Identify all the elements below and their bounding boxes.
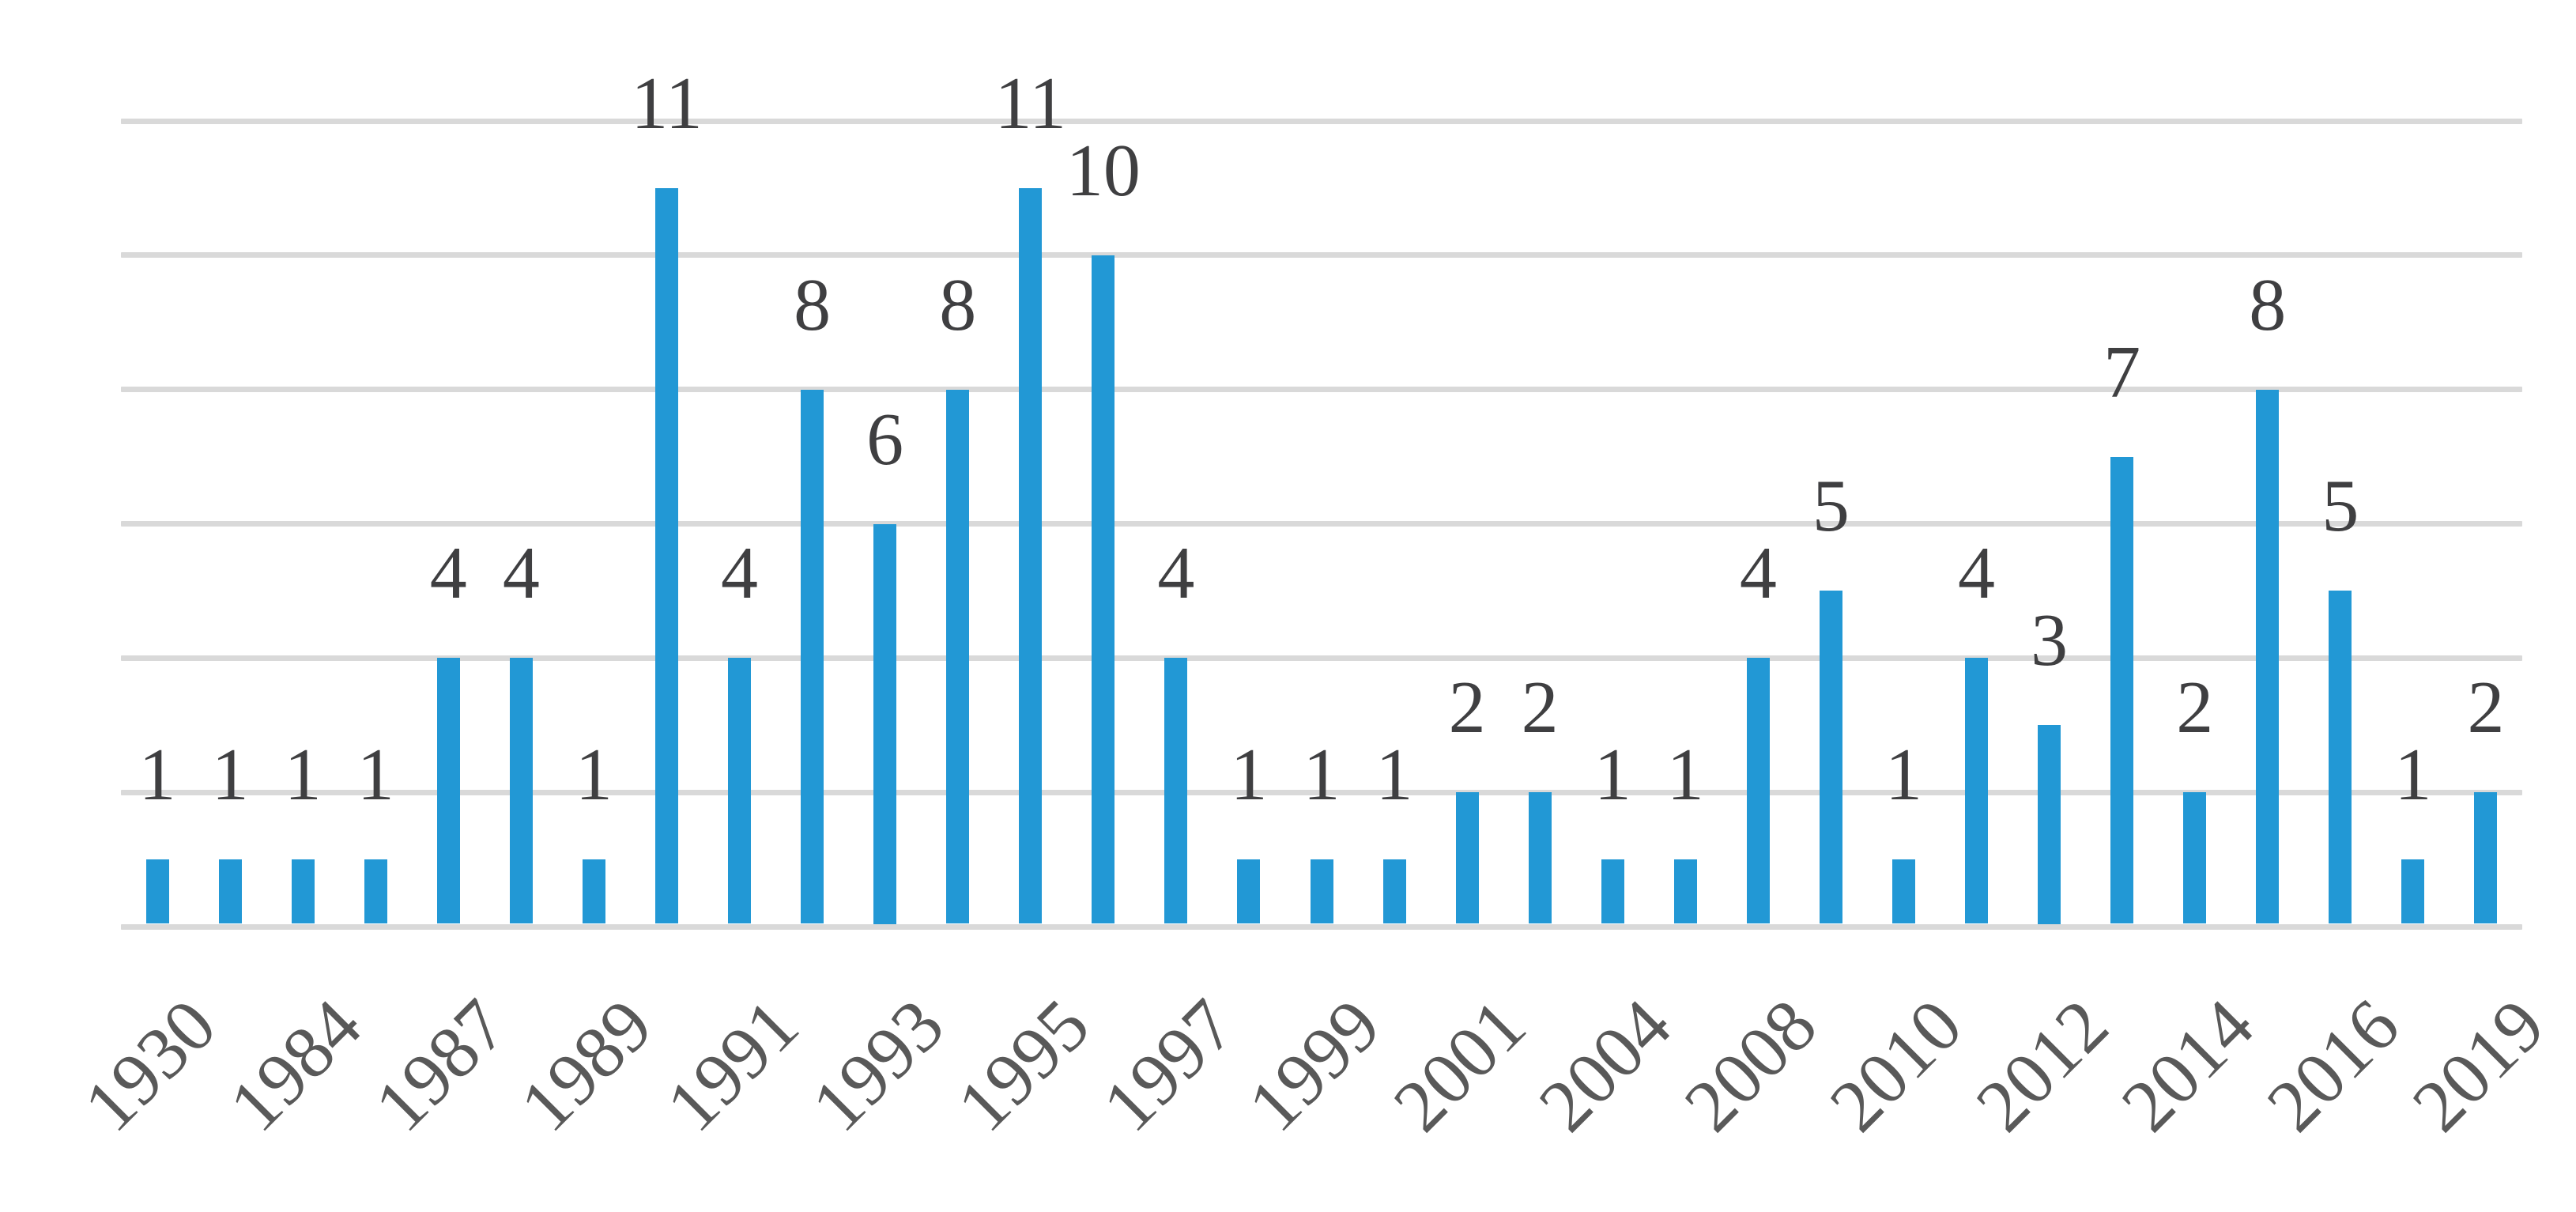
data-label: 1 bbox=[1230, 734, 1268, 817]
x-axis-tick-label: 1984 bbox=[213, 984, 378, 1147]
bar bbox=[1746, 658, 1770, 924]
x-axis-tick-label: 2014 bbox=[2106, 984, 2269, 1147]
data-label: 4 bbox=[429, 532, 467, 615]
bar bbox=[2038, 725, 2061, 924]
bar bbox=[1601, 859, 1624, 924]
bar bbox=[728, 658, 751, 924]
x-axis-tick-label: 2004 bbox=[1523, 984, 1688, 1147]
data-label: 1 bbox=[1666, 734, 1704, 817]
bar bbox=[582, 859, 605, 924]
data-label: 1 bbox=[1375, 734, 1413, 817]
data-label: 1 bbox=[211, 734, 249, 817]
bar bbox=[364, 859, 387, 924]
data-label: 7 bbox=[2103, 330, 2141, 413]
gridline bbox=[121, 387, 2522, 393]
gridline bbox=[121, 252, 2522, 259]
x-axis-line bbox=[121, 923, 2522, 930]
bar bbox=[946, 389, 970, 924]
data-label: 1 bbox=[575, 734, 613, 817]
data-label: 4 bbox=[721, 532, 758, 615]
data-label: 2 bbox=[1448, 666, 1486, 749]
bar bbox=[2474, 792, 2498, 924]
data-label: 11 bbox=[994, 62, 1066, 145]
data-label: 8 bbox=[939, 263, 977, 346]
x-axis-tick-label: 2001 bbox=[1378, 984, 1542, 1147]
bar bbox=[1965, 658, 1989, 924]
data-label: 10 bbox=[1065, 129, 1141, 212]
data-label: 4 bbox=[1739, 532, 1777, 615]
x-axis-tick-label: 2019 bbox=[2397, 984, 2560, 1147]
data-label: 1 bbox=[2394, 734, 2432, 817]
bar bbox=[509, 658, 533, 924]
bar bbox=[1528, 792, 1552, 924]
bar bbox=[1891, 859, 1915, 924]
data-label: 8 bbox=[2249, 263, 2287, 346]
x-axis-tick-label: 1987 bbox=[359, 984, 523, 1147]
bar bbox=[218, 859, 242, 924]
data-label: 5 bbox=[1812, 465, 1850, 548]
data-label: 1 bbox=[284, 734, 322, 817]
bar bbox=[873, 523, 897, 924]
x-axis-tick-label: 1993 bbox=[796, 984, 960, 1147]
gridline bbox=[121, 789, 2522, 795]
bar bbox=[145, 859, 169, 924]
data-label: 1 bbox=[356, 734, 394, 817]
bar bbox=[1382, 859, 1406, 924]
x-axis-tick-label: 1989 bbox=[504, 984, 669, 1147]
data-label: 11 bbox=[631, 62, 703, 145]
data-label: 3 bbox=[2031, 599, 2069, 682]
x-axis-tick-label: 1997 bbox=[1087, 984, 1250, 1147]
bar bbox=[1164, 658, 1188, 924]
bar bbox=[1455, 792, 1479, 924]
x-axis-tick-label: 1999 bbox=[1232, 984, 1397, 1147]
bar bbox=[2329, 591, 2352, 924]
data-label: 6 bbox=[866, 398, 904, 481]
bar bbox=[291, 859, 315, 924]
bar bbox=[1819, 591, 1842, 924]
data-label: 5 bbox=[2321, 465, 2359, 548]
data-label: 4 bbox=[502, 532, 540, 615]
x-axis-tick-label: 1991 bbox=[651, 984, 814, 1147]
x-axis-tick-label: 2010 bbox=[1815, 984, 1978, 1147]
data-label: 1 bbox=[1593, 734, 1631, 817]
x-axis-tick-label: 1995 bbox=[941, 984, 1105, 1147]
data-label: 8 bbox=[794, 263, 832, 346]
bar bbox=[801, 389, 824, 924]
data-label: 2 bbox=[2467, 666, 2505, 749]
bar bbox=[2110, 456, 2134, 924]
bar bbox=[2256, 389, 2280, 924]
bar bbox=[654, 187, 678, 924]
data-label: 1 bbox=[138, 734, 176, 817]
data-label: 1 bbox=[1884, 734, 1922, 817]
data-label: 2 bbox=[1521, 666, 1559, 749]
x-axis-tick-label: 1930 bbox=[68, 984, 232, 1147]
data-label: 4 bbox=[1157, 532, 1195, 615]
x-axis-tick-label: 2016 bbox=[2251, 984, 2415, 1147]
bar bbox=[1673, 859, 1697, 924]
bar bbox=[2183, 792, 2207, 924]
gridline bbox=[121, 655, 2522, 661]
data-label: 4 bbox=[1958, 532, 1996, 615]
data-label: 1 bbox=[1303, 734, 1341, 817]
bar bbox=[1237, 859, 1261, 924]
gridline bbox=[121, 521, 2522, 527]
x-axis-tick-label: 2012 bbox=[1960, 984, 2124, 1147]
bar bbox=[1310, 859, 1333, 924]
bar bbox=[1092, 255, 1115, 924]
data-label: 2 bbox=[2176, 666, 2214, 749]
x-axis-tick-label: 2008 bbox=[1669, 984, 1833, 1147]
bar bbox=[436, 658, 460, 924]
bar bbox=[2401, 859, 2425, 924]
bar bbox=[1019, 187, 1043, 924]
gridline bbox=[121, 118, 2522, 124]
